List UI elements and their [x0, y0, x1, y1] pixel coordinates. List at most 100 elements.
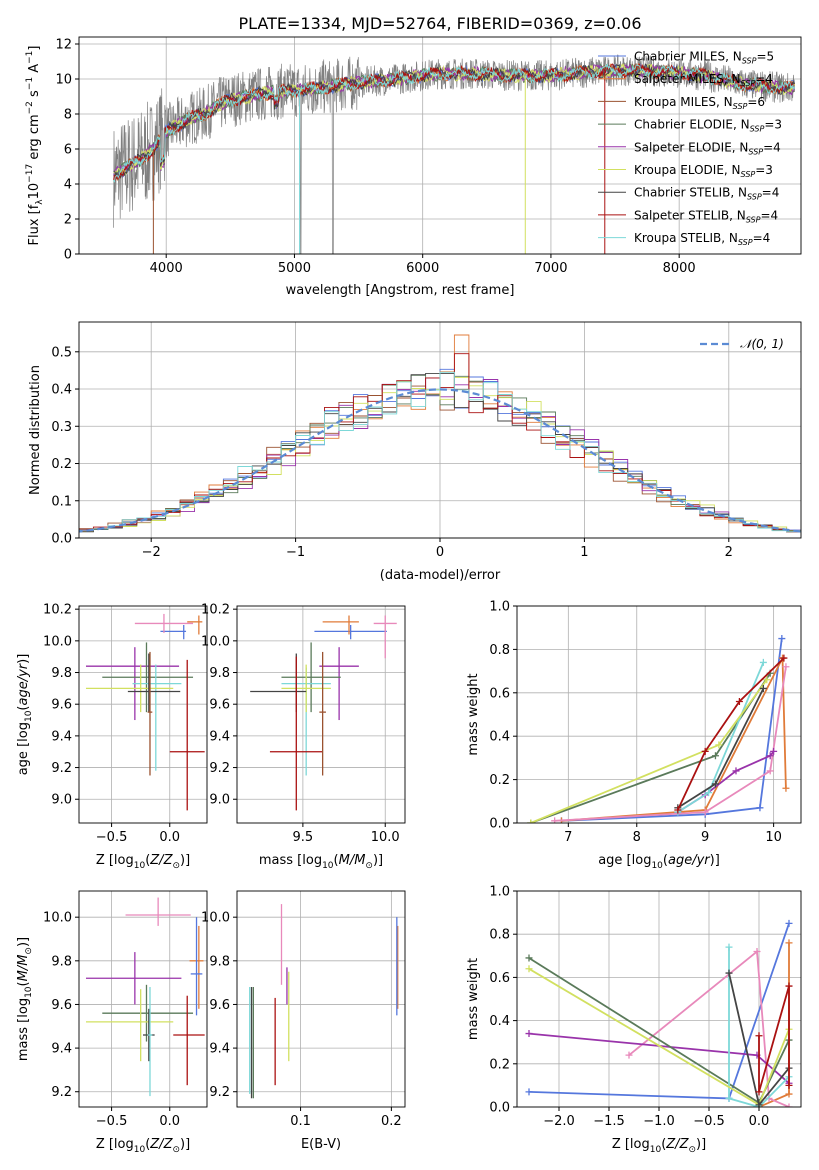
- weight-marker: [711, 752, 719, 760]
- x-tick-label: 0.0: [749, 1114, 770, 1129]
- y-tick-label: 10.2: [43, 603, 72, 618]
- axes-frame: [78, 890, 208, 1108]
- weight-line: [554, 666, 787, 822]
- x-tick-label: 9.5: [293, 830, 314, 845]
- y-tick-label: 10.0: [43, 634, 72, 649]
- x-tick-label: −0.5: [693, 1114, 725, 1129]
- plot-area: [85, 613, 205, 811]
- x-tick-label: 8000: [663, 261, 696, 276]
- grid: [517, 605, 801, 824]
- x-tick-label: 10: [765, 830, 782, 845]
- grid: [237, 891, 405, 1107]
- plot-area: [527, 635, 790, 823]
- legend-entry: Salpeter STELIB, NSSP=4: [634, 208, 778, 224]
- weight-marker: [732, 767, 740, 775]
- grid: [237, 606, 405, 823]
- plot-area: [79, 334, 801, 534]
- y-tick-label: 4: [64, 178, 72, 193]
- weight-marker: [711, 780, 719, 788]
- panel-mass_vs_ebv: 0.1 0.2 9.2 9.4 9.6 9.8 10.0 E(B-V): [201, 890, 406, 1152]
- y-tick-label: 9.6: [209, 698, 230, 713]
- weight-marker: [527, 819, 535, 823]
- x-axis-label: Z [log10(Z/Z⊙)]: [96, 853, 190, 871]
- weight-marker: [701, 747, 709, 755]
- x-tick-label: 7: [564, 830, 572, 845]
- weight-marker: [525, 954, 533, 962]
- y-tick-label: 0.2: [489, 773, 510, 788]
- weight-marker: [755, 1101, 763, 1107]
- x-axis-label: (data-model)/error: [380, 568, 501, 583]
- weight-marker: [759, 658, 767, 666]
- y-tick-label: 9.2: [209, 761, 230, 776]
- weight-marker: [755, 1032, 763, 1040]
- y-tick-label: 9.8: [51, 666, 72, 681]
- y-tick-label: 9.0: [51, 793, 72, 808]
- x-tick-label: 1: [580, 545, 588, 560]
- x-tick-label: 0.1: [290, 1114, 311, 1129]
- axes-frame: [236, 605, 406, 824]
- weight-marker: [753, 947, 761, 955]
- x-axis-label: Z [log10(Z/Z⊙)]: [96, 1137, 190, 1155]
- weight-marker: [715, 741, 723, 749]
- panel-weight_vs_age: 7 8 9 10 0.0 0.2 0.4 0.6 0.8 1.0 mass weight age [l…: [466, 600, 802, 871]
- y-tick-label: 12: [55, 38, 72, 53]
- y-tick-label: 0.0: [51, 532, 72, 547]
- weight-line: [561, 638, 783, 822]
- weight-marker: [785, 982, 793, 990]
- y-tick-label: 9.8: [209, 954, 230, 969]
- y-tick-label: 9.6: [51, 998, 72, 1013]
- x-tick-label: 4000: [150, 261, 183, 276]
- weight-marker: [782, 663, 790, 671]
- y-tick-label: 0.6: [489, 686, 510, 701]
- x-tick-label: −1.5: [593, 1114, 625, 1129]
- weight-marker: [778, 635, 786, 643]
- y-axis-label: Flux [fλ10−17 erg cm−2 s−1 A−1]: [25, 46, 45, 246]
- weight-marker: [763, 676, 771, 684]
- weight-marker: [756, 804, 764, 812]
- weight-marker: [755, 1088, 763, 1096]
- legend: 𝒩(0, 1): [700, 337, 784, 351]
- weight-marker: [766, 767, 774, 775]
- y-axis-label: mass weight: [466, 673, 481, 755]
- y-tick-label: 0.4: [489, 1014, 510, 1029]
- y-tick-label: 9.6: [209, 998, 230, 1013]
- x-tick-label: 9: [701, 830, 709, 845]
- panel-residuals: −2 −1 0 1 2 0.0 0.1 0.2 0.3 0.4 0.5 (data-model)/er…: [28, 321, 802, 583]
- y-tick-label: 8: [64, 108, 72, 123]
- y-tick-label: 0: [64, 248, 72, 263]
- normal-curve: [79, 388, 801, 533]
- x-tick-label: 0.0: [159, 1114, 180, 1129]
- panel-weight_vs_Z: −2.0 −1.5 −1.0 −0.5 0.0 0.0 0.2 0.4 0.6 0.8 1.0 mas…: [466, 885, 802, 1155]
- x-tick-label: 10.0: [371, 830, 400, 845]
- y-tick-label: 9.4: [209, 729, 230, 744]
- weight-marker: [525, 1030, 533, 1038]
- y-tick-label: 9.4: [51, 1042, 72, 1057]
- y-tick-label: 9.8: [51, 954, 72, 969]
- axes-frame: [516, 605, 802, 824]
- y-tick-label: 0.0: [489, 817, 510, 832]
- legend-entry: Salpeter MILES, NSSP=4: [634, 72, 773, 88]
- x-tick-label: −1.0: [643, 1114, 675, 1129]
- weight-marker: [725, 969, 733, 977]
- weight-marker: [725, 1094, 733, 1102]
- x-tick-label: −0.5: [96, 830, 128, 845]
- y-tick-label: 6: [64, 143, 72, 158]
- y-tick-label: 9.0: [209, 793, 230, 808]
- plot-area: [250, 615, 397, 811]
- y-tick-label: 9.2: [51, 761, 72, 776]
- y-axis-label: mass [log10(M/M⊙)]: [16, 937, 34, 1061]
- axes-frame: [78, 36, 802, 255]
- y-tick-label: 0.3: [51, 420, 72, 435]
- y-axis-label: age [log10(age/yr)]: [16, 654, 34, 776]
- x-tick-label: −0.5: [96, 1114, 128, 1129]
- weight-marker: [625, 1051, 633, 1059]
- x-tick-label: 0.2: [381, 1114, 402, 1129]
- y-axis-label: mass weight: [466, 958, 481, 1040]
- y-tick-label: 1.0: [489, 885, 510, 900]
- spectrum-data-line: [113, 54, 795, 254]
- axes-frame: [78, 605, 208, 824]
- x-tick-label: 7000: [534, 261, 567, 276]
- y-tick-label: 10.0: [43, 911, 72, 926]
- x-tick-label: −2: [142, 545, 161, 560]
